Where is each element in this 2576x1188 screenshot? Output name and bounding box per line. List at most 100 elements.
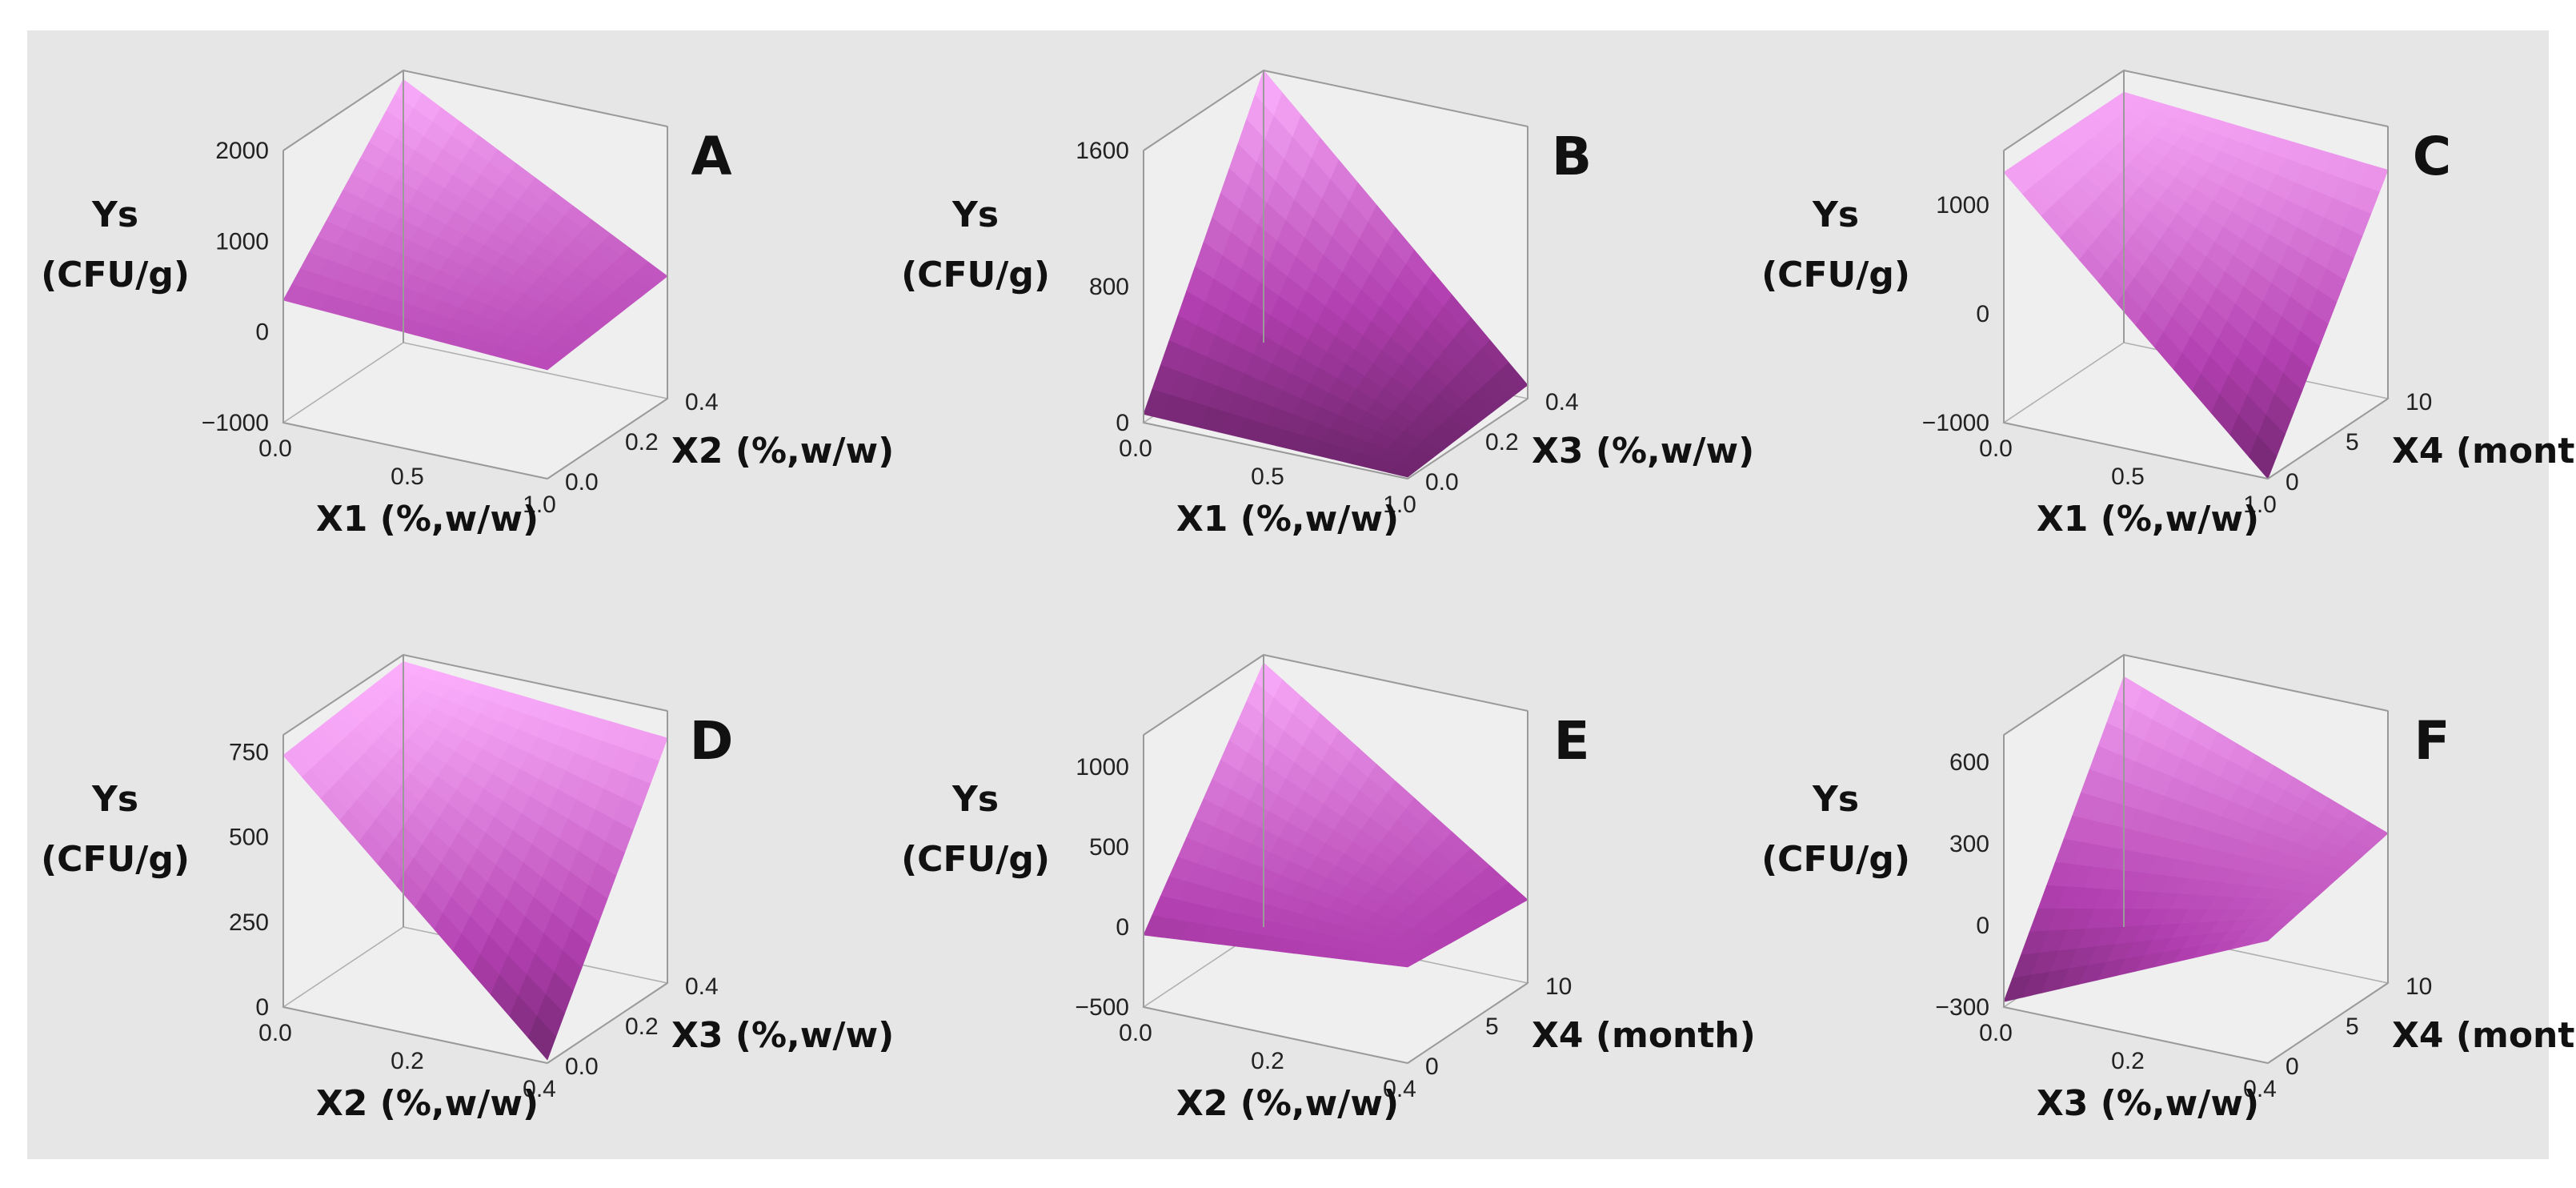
z-tick-label: 0 xyxy=(255,994,269,1021)
box-edge xyxy=(1143,70,1264,151)
surface-patch xyxy=(527,1015,557,1061)
surface-plot-svg: 0.0 0.5 1.0 0 5 10 −1000 0 1000 Ys (CFU/g) X1 (%,w/… xyxy=(1761,69,2576,540)
y-tick-label: 0.0 xyxy=(565,469,599,496)
y-tick-label: 10 xyxy=(2406,389,2432,415)
y-tick-label: 0.2 xyxy=(625,1013,659,1040)
box-edge xyxy=(1407,982,1528,1064)
x-tick-label: 0.2 xyxy=(391,1048,424,1074)
box-edge xyxy=(1263,70,1528,127)
x-tick-label: 0.0 xyxy=(1119,435,1152,462)
panel-label: A xyxy=(691,126,731,187)
surface-plot-svg: 0.0 0.5 1.0 0.0 0.2 0.4 −1000 0 1000 2000 Ys (CFU/g… xyxy=(41,69,894,540)
z-axis-unit: (CFU/g) xyxy=(41,255,190,295)
box-edge xyxy=(1263,654,1528,712)
x-tick-label: 0.0 xyxy=(1119,1020,1152,1046)
box-edge xyxy=(2003,654,2125,736)
y-tick-label: 10 xyxy=(1545,973,1572,1000)
z-axis-label: Ys xyxy=(1812,779,1859,820)
box-edge xyxy=(1143,422,1408,480)
y-axis-label: X3 (%,w/w) xyxy=(1532,431,1754,472)
x-axis-label: X3 (%,w/w) xyxy=(2037,1083,2259,1124)
y-axis-label: X4 (month) xyxy=(2392,1015,2576,1056)
y-tick-label: 0.4 xyxy=(685,389,719,415)
surface-plot-f: 0.0 0.2 0.4 0 5 10 −300 0 300 600 Ys (CFU/g) X3 (%,w… xyxy=(1748,615,2576,1179)
surface-mesh xyxy=(2003,91,2389,480)
surface-patch xyxy=(1388,958,1417,968)
y-tick-label: 0.2 xyxy=(625,429,659,456)
y-tick-label: 5 xyxy=(1485,1013,1499,1040)
x-tick-label: 0.0 xyxy=(1979,1020,2013,1046)
box-edge xyxy=(547,982,668,1064)
surface-mesh xyxy=(2003,676,2389,1002)
x-axis-label: X2 (%,w/w) xyxy=(316,1083,539,1124)
y-tick-label: 0.0 xyxy=(565,1054,599,1080)
y-axis-label: X3 (%,w/w) xyxy=(671,1015,894,1056)
z-tick-label: 500 xyxy=(1089,834,1129,861)
y-tick-label: 0 xyxy=(1425,1054,1439,1080)
box-edge xyxy=(2003,1006,2269,1064)
box-edge xyxy=(1143,1006,1408,1064)
x-tick-label: 0.5 xyxy=(391,464,424,490)
box-edge xyxy=(403,654,668,712)
y-tick-label: 0 xyxy=(2286,469,2299,496)
x-tick-label: 0.2 xyxy=(1251,1048,1284,1074)
z-axis-label: Ys xyxy=(1812,195,1859,235)
z-axis-label: Ys xyxy=(951,779,999,820)
box-edge xyxy=(282,654,404,736)
box-edge xyxy=(2267,982,2389,1064)
x-tick-label: 0.4 xyxy=(523,1076,556,1102)
z-tick-label: 0 xyxy=(1976,913,1989,939)
surface-plot-d: 0.0 0.2 0.4 0.0 0.2 0.4 0 250 500 750 Ys (CFU/g) X2 … xyxy=(27,615,894,1179)
surface-plot-svg: 0.0 0.2 0.4 0 5 10 −300 0 300 600 Ys (CFU/g) X3 (%,w… xyxy=(1761,653,2576,1124)
surface-mesh xyxy=(1143,662,1528,968)
z-tick-label: 2000 xyxy=(215,138,269,164)
z-tick-label: 0 xyxy=(1116,410,1129,436)
z-tick-label: 0 xyxy=(255,319,269,346)
box-edge xyxy=(2003,70,2125,151)
y-tick-label: 0.4 xyxy=(1545,389,1579,415)
surface-plot-svg: 0.0 0.5 1.0 0.0 0.2 0.4 0 800 1600 Ys (CFU/g) X1 (%… xyxy=(901,69,1754,540)
surface-plot-svg: 0.0 0.2 0.4 0 5 10 −500 0 500 1000 Ys (CFU/g) X2 (%,… xyxy=(901,653,1756,1124)
surface-plot-b: 0.0 0.5 1.0 0.0 0.2 0.4 0 800 1600 Ys (CFU/g) X1 (%… xyxy=(887,30,1754,595)
y-axis-label: X4 (month) xyxy=(2392,431,2576,472)
y-tick-label: 5 xyxy=(2346,429,2359,456)
z-tick-label: 800 xyxy=(1089,274,1129,300)
x-tick-label: 1.0 xyxy=(1383,492,1416,518)
x-tick-label: 0.5 xyxy=(2111,464,2145,490)
surface-plot-a: 0.0 0.5 1.0 0.0 0.2 0.4 −1000 0 1000 2000 Ys (CFU/g… xyxy=(27,30,894,595)
x-axis-label: X1 (%,w/w) xyxy=(2037,499,2259,540)
box-edge xyxy=(282,70,404,151)
surface-patch xyxy=(2248,932,2278,946)
y-tick-label: 10 xyxy=(2406,973,2432,1000)
x-tick-label: 0.5 xyxy=(1251,464,1284,490)
z-tick-label: −300 xyxy=(1935,994,1989,1021)
surface-plot-svg: 0.0 0.2 0.4 0.0 0.2 0.4 0 250 500 750 Ys (CFU/g) X2 … xyxy=(41,653,894,1124)
x-axis-label: X1 (%,w/w) xyxy=(1176,499,1399,540)
panel-label: F xyxy=(2414,710,2450,772)
box-edge xyxy=(1407,398,1528,480)
x-tick-label: 1.0 xyxy=(2243,492,2277,518)
box-edge xyxy=(1143,654,1264,736)
surface-patch xyxy=(527,357,557,371)
x-axis-label: X1 (%,w/w) xyxy=(316,499,539,540)
x-tick-label: 0.2 xyxy=(2111,1048,2145,1074)
panel-label: E xyxy=(1553,710,1589,772)
z-axis-label: Ys xyxy=(91,779,138,820)
box-edge xyxy=(2123,70,2389,127)
y-tick-label: 0.2 xyxy=(1485,429,1519,456)
z-axis-label: Ys xyxy=(951,195,999,235)
z-tick-label: 500 xyxy=(229,825,269,851)
z-axis-unit: (CFU/g) xyxy=(41,839,190,880)
box-edge xyxy=(2267,398,2389,480)
x-tick-label: 0.0 xyxy=(258,435,292,462)
panel-label: C xyxy=(2413,126,2451,187)
z-axis-unit: (CFU/g) xyxy=(901,255,1050,295)
z-axis-unit: (CFU/g) xyxy=(1761,839,1910,880)
surface-patch xyxy=(2248,435,2278,480)
x-axis-label: X2 (%,w/w) xyxy=(1176,1083,1399,1124)
y-axis-label: X4 (month) xyxy=(1532,1015,1756,1056)
z-tick-label: 1000 xyxy=(1936,192,1989,219)
z-tick-label: 0 xyxy=(1116,914,1129,941)
z-tick-label: −1000 xyxy=(1922,410,1989,436)
z-axis-unit: (CFU/g) xyxy=(1761,255,1910,295)
